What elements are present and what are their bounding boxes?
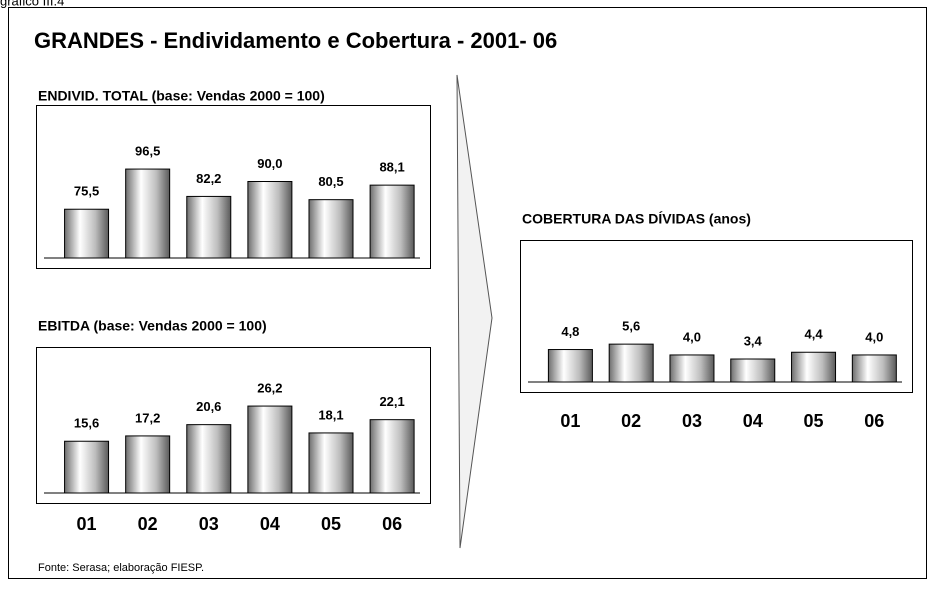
bar	[369, 419, 415, 494]
category-label: 05	[804, 411, 824, 431]
value-label: 90,0	[257, 156, 282, 171]
bar	[791, 351, 837, 383]
value-label: 5,6	[622, 319, 640, 334]
category-label: 06	[864, 411, 884, 431]
bar	[247, 405, 293, 494]
category-label: 01	[77, 514, 97, 534]
header: gráfico III.4	[0, 0, 64, 8]
value-label: 88,1	[379, 160, 404, 175]
bar	[608, 343, 654, 383]
bar	[308, 199, 354, 259]
value-label: 80,5	[318, 174, 343, 189]
category-label: 02	[138, 514, 158, 534]
chart-title: ENDIVID. TOTAL (base: Vendas 2000 = 100)	[38, 88, 325, 104]
bar	[308, 432, 354, 494]
value-label: 20,6	[196, 399, 221, 414]
bar	[369, 184, 415, 259]
bar	[64, 440, 110, 494]
category-label: 04	[260, 514, 280, 534]
value-label: 15,6	[74, 416, 99, 431]
bar	[186, 195, 232, 259]
chart-title: COBERTURA DAS DÍVIDAS (anos)	[522, 211, 751, 227]
chart-title: EBITDA (base: Vendas 2000 = 100)	[38, 318, 267, 334]
value-label: 82,2	[196, 171, 221, 186]
value-label: 17,2	[135, 410, 160, 425]
source: Fonte: Serasa; elaboração FIESP.	[38, 562, 204, 574]
title: GRANDES - Endividamento e Cobertura - 20…	[34, 28, 557, 53]
value-label: 3,4	[744, 333, 763, 348]
bar	[64, 208, 110, 259]
frame	[8, 7, 927, 579]
bar	[669, 354, 715, 383]
value-label: 26,2	[257, 381, 282, 396]
category-label: 03	[682, 411, 702, 431]
category-label: 03	[199, 514, 219, 534]
value-label: 96,5	[135, 144, 160, 159]
category-label: 01	[560, 411, 580, 431]
value-label: 75,5	[74, 184, 99, 199]
bar	[125, 435, 171, 494]
bar	[247, 181, 293, 259]
value-label: 4,4	[805, 327, 824, 342]
value-label: 4,8	[561, 324, 579, 339]
category-label: 02	[621, 411, 641, 431]
bar	[547, 349, 593, 383]
value-label: 18,1	[318, 407, 343, 422]
arrow	[456, 74, 493, 549]
bar	[186, 424, 232, 494]
category-label: 05	[321, 514, 341, 534]
value-label: 22,1	[379, 394, 404, 409]
bar	[125, 168, 171, 259]
category-label: 06	[382, 514, 402, 534]
value-label: 4,0	[683, 329, 701, 344]
bar	[730, 358, 776, 383]
category-label: 04	[743, 411, 763, 431]
bar	[851, 354, 897, 383]
value-label: 4,0	[865, 329, 883, 344]
